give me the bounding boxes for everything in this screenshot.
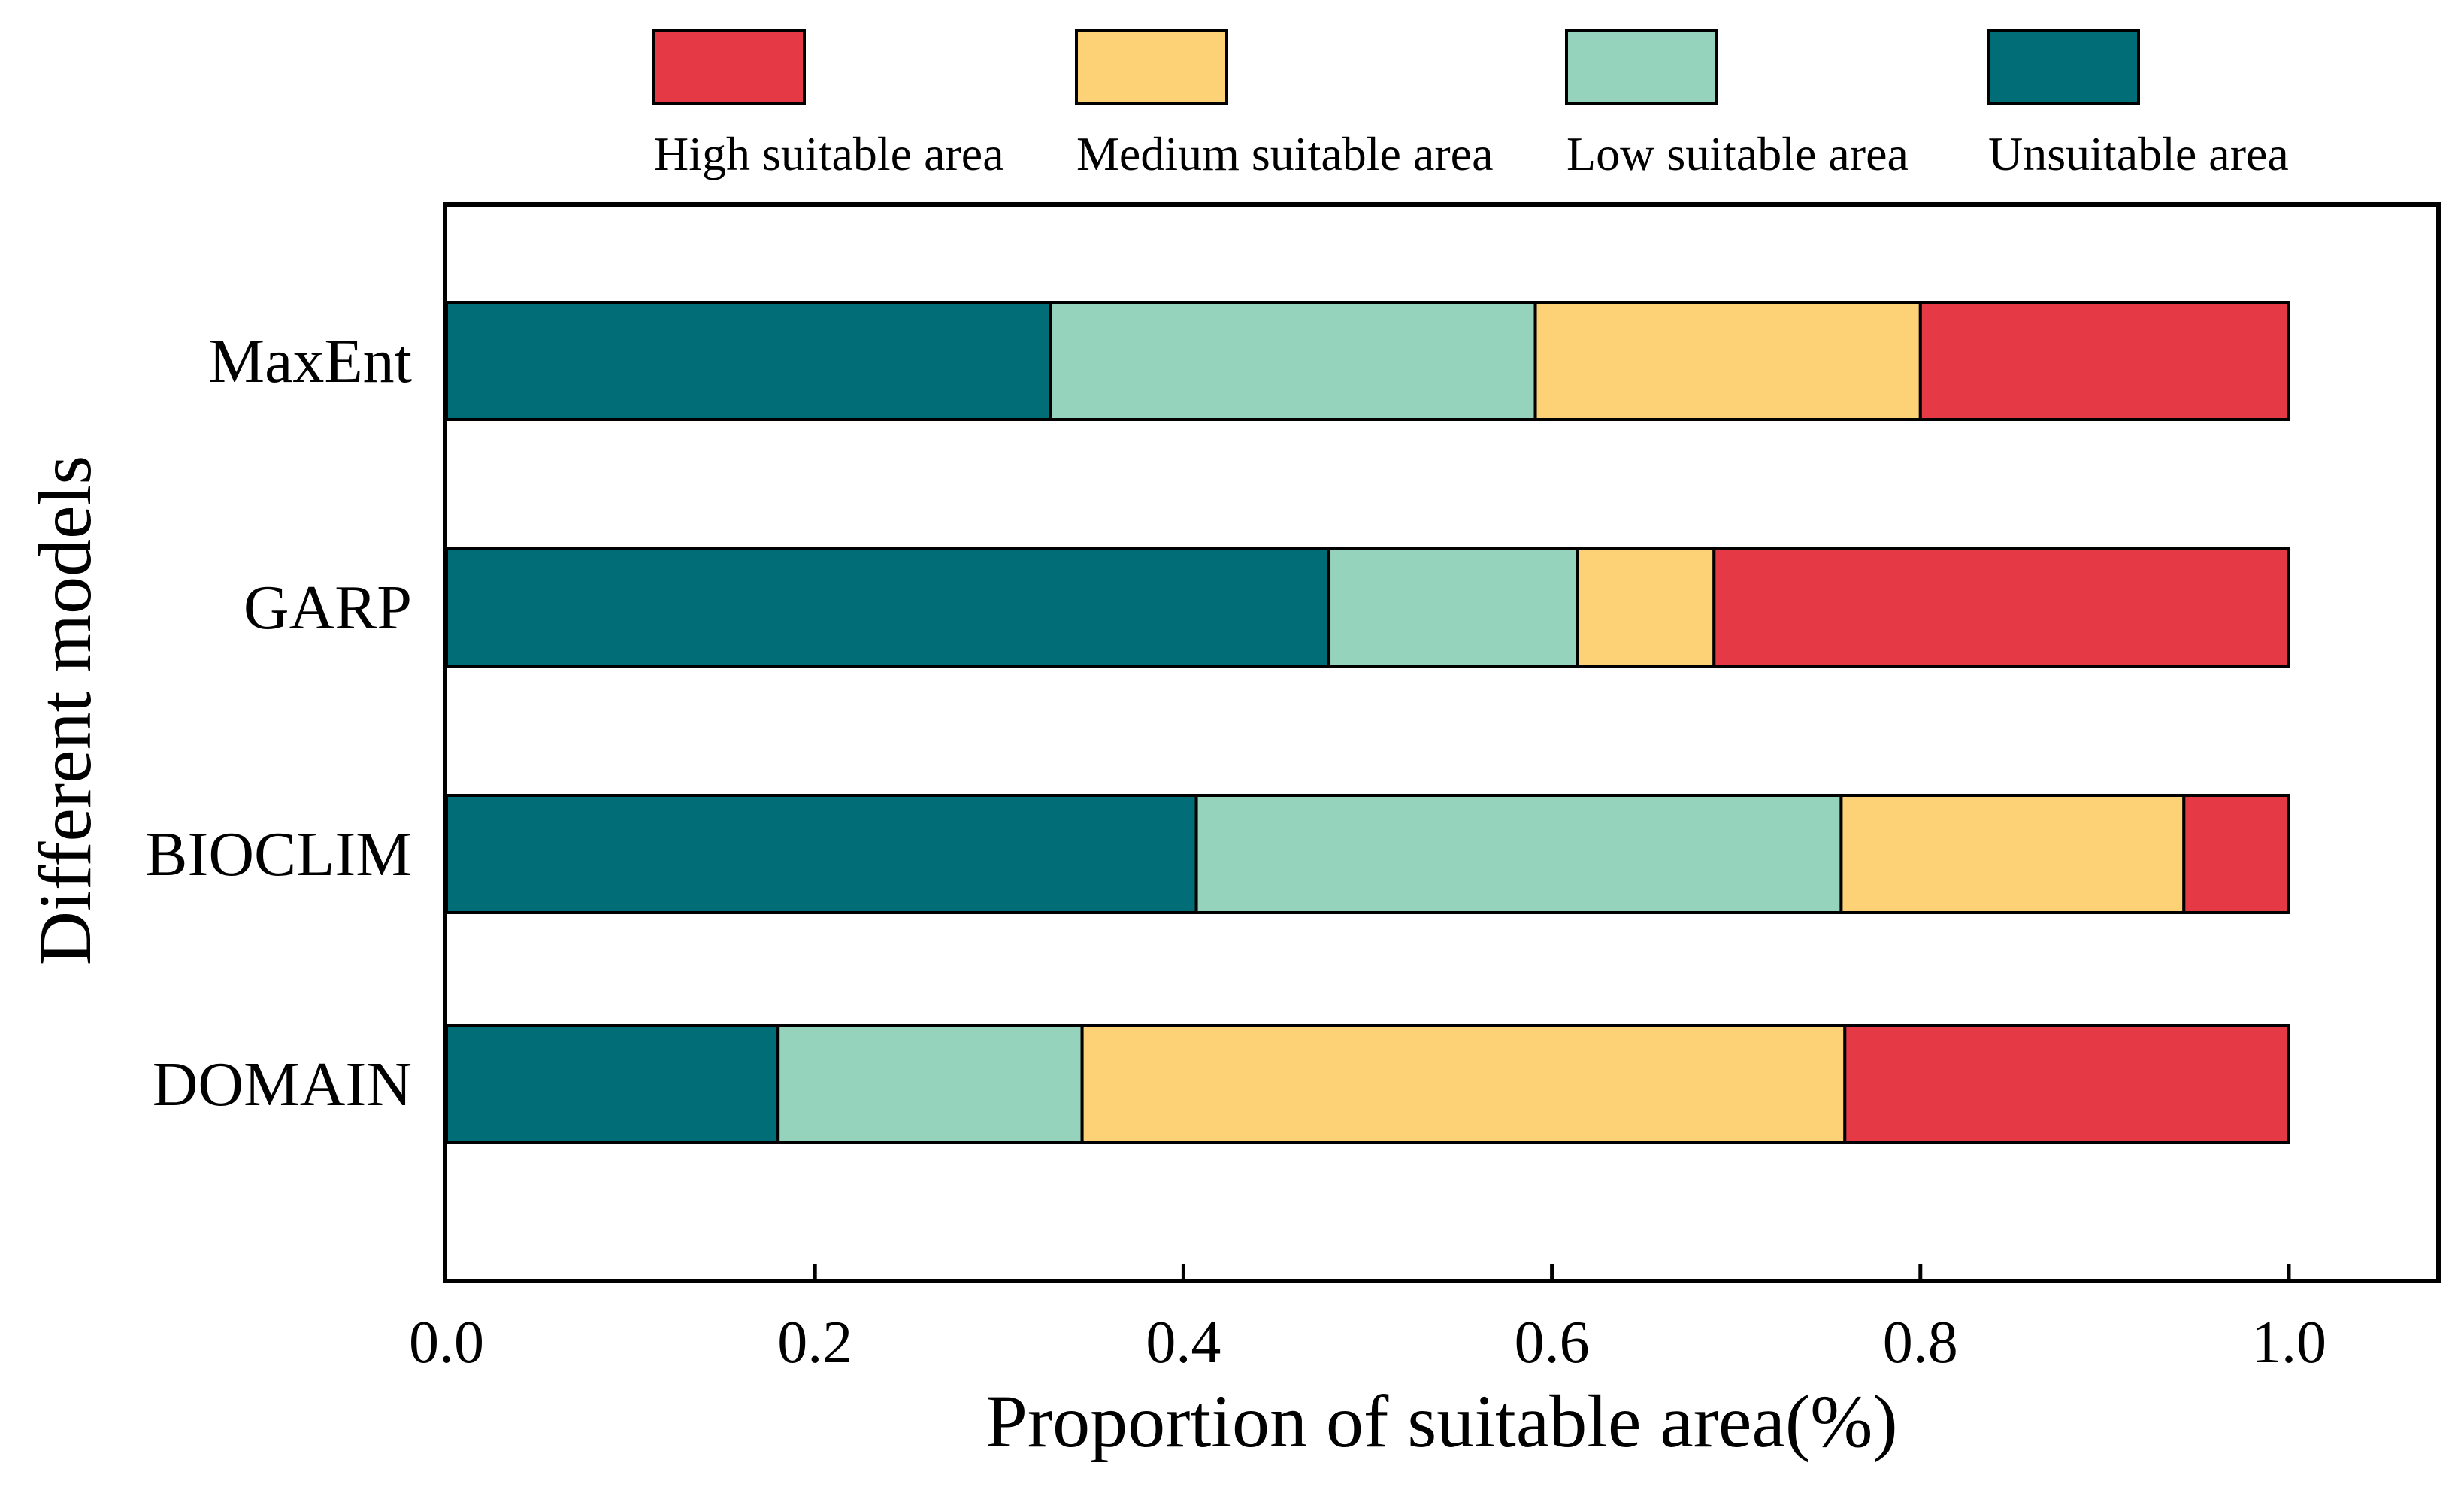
legend: High suitable area Medium suitable area Lo… (652, 29, 2289, 180)
legend-swatch-low-suitable-area (1565, 29, 1718, 105)
x-tick-label: 0.4 (1146, 1310, 1221, 1376)
bar-bioclim-medium-suitable-area (1839, 794, 2186, 914)
category-label-maxent: MaxEnt (208, 326, 412, 396)
legend-swatch-medium-suitable-area (1075, 29, 1228, 105)
y-axis-title: Different models (23, 456, 107, 966)
bar-domain-unsuitable-area (445, 1024, 780, 1144)
bar-domain-high-suitable-area (1843, 1024, 2291, 1144)
bar-garp-unsuitable-area (445, 547, 1331, 668)
x-axis-ticks: 0.0 0.2 0.4 0.6 0.8 1.0 (409, 1264, 2326, 1376)
bar-maxent-high-suitable-area (1918, 301, 2291, 421)
x-tick-label: 0.2 (777, 1310, 852, 1376)
legend-swatch-unsuitable-area (1987, 29, 2140, 105)
x-tick-label: 0.8 (1883, 1310, 1958, 1376)
legend-label-low-suitable-area: Low suitable area (1566, 127, 1909, 180)
x-axis-title: Proportion of suitable area(%) (985, 1379, 1897, 1463)
category-label-garp: GARP (244, 573, 412, 643)
x-tick-label: 0.6 (1515, 1310, 1590, 1376)
bar-domain-medium-suitable-area (1080, 1024, 1847, 1144)
bar-maxent-low-suitable-area (1049, 301, 1537, 421)
x-tick-label: 1.0 (2251, 1310, 2326, 1376)
bar-garp-low-suitable-area (1327, 547, 1579, 668)
legend-swatch-high-suitable-area (652, 29, 806, 105)
bar-bioclim-low-suitable-area (1194, 794, 1843, 914)
bar-maxent-unsuitable-area (445, 301, 1052, 421)
bar-bioclim-high-suitable-area (2182, 794, 2290, 914)
legend-label-medium-suitable-area: Medium suitable area (1076, 127, 1493, 180)
bar-bioclim-unsuitable-area (445, 794, 1198, 914)
bars (445, 301, 2291, 1144)
plot-frame (443, 202, 2441, 1283)
legend-label-high-suitable-area: High suitable area (654, 127, 1004, 180)
y-axis-categories: MaxEnt GARP BIOCLIM DOMAIN (145, 326, 412, 1119)
x-tick-label: 0.0 (409, 1310, 484, 1376)
category-label-domain: DOMAIN (153, 1049, 412, 1119)
bar-domain-low-suitable-area (776, 1024, 1084, 1144)
bar-maxent-medium-suitable-area (1533, 301, 1922, 421)
bar-garp-high-suitable-area (1712, 547, 2291, 668)
bar-garp-medium-suitable-area (1576, 547, 1716, 668)
category-label-bioclim: BIOCLIM (145, 819, 412, 889)
legend-label-unsuitable-area: Unsuitable area (1988, 127, 2289, 180)
